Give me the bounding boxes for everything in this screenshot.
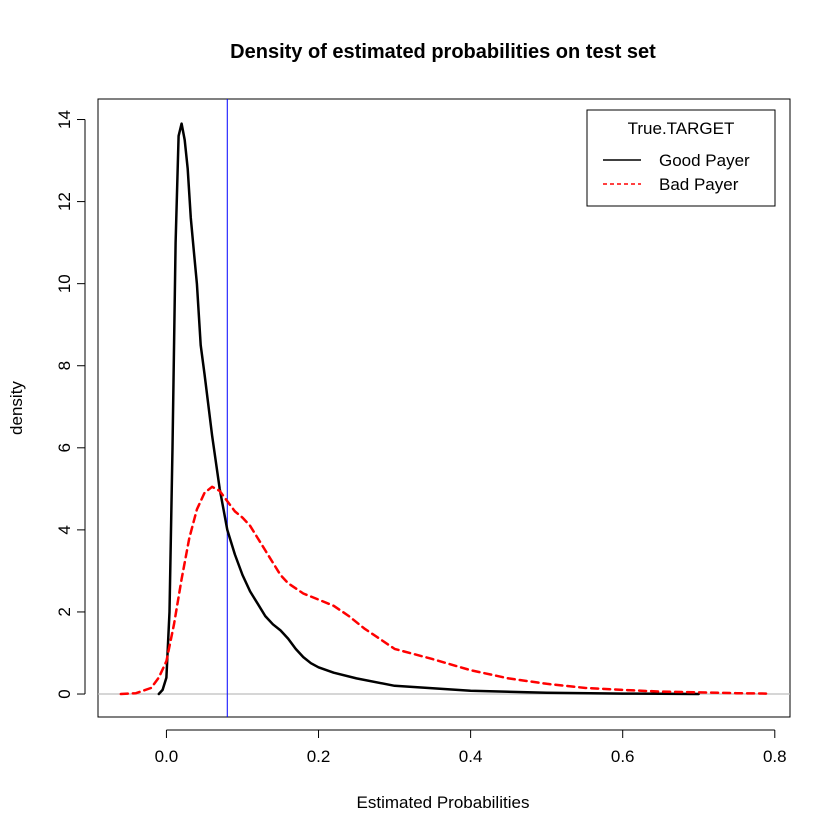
series-layer [119, 122, 769, 696]
legend-title: True.TARGET [628, 119, 735, 138]
legend-label-good-payer: Good Payer [659, 151, 750, 170]
x-tick-label: 0.4 [459, 747, 483, 766]
x-axis: 0.0 0.2 0.4 0.6 0.8 [155, 729, 787, 766]
x-tick-label: 0.0 [155, 747, 179, 766]
x-tick-label: 0.6 [611, 747, 635, 766]
y-tick-label: 6 [55, 443, 74, 452]
legend-label-bad-payer: Bad Payer [659, 175, 739, 194]
chart-title: Density of estimated probabilities on te… [230, 41, 656, 63]
y-axis-title: density [7, 381, 26, 435]
legend: True.TARGET Good Payer Bad Payer [586, 109, 776, 207]
series-line-good-payer [157, 122, 700, 696]
x-tick-label: 0.2 [307, 747, 331, 766]
x-tick-label: 0.8 [763, 747, 787, 766]
series-line-bad-payer [119, 485, 769, 696]
y-tick-label: 4 [55, 525, 74, 534]
y-tick-label: 0 [55, 689, 74, 698]
y-axis: 0 2 4 6 8 10 12 14 [55, 110, 86, 699]
plot-area-border [97, 98, 791, 718]
y-tick-label: 12 [55, 192, 74, 211]
y-tick-label: 8 [55, 361, 74, 370]
x-axis-title: Estimated Probabilities [357, 793, 530, 812]
y-tick-label: 2 [55, 607, 74, 616]
y-tick-label: 10 [55, 274, 74, 293]
legend-box [586, 109, 776, 207]
y-tick-label: 14 [55, 110, 74, 129]
